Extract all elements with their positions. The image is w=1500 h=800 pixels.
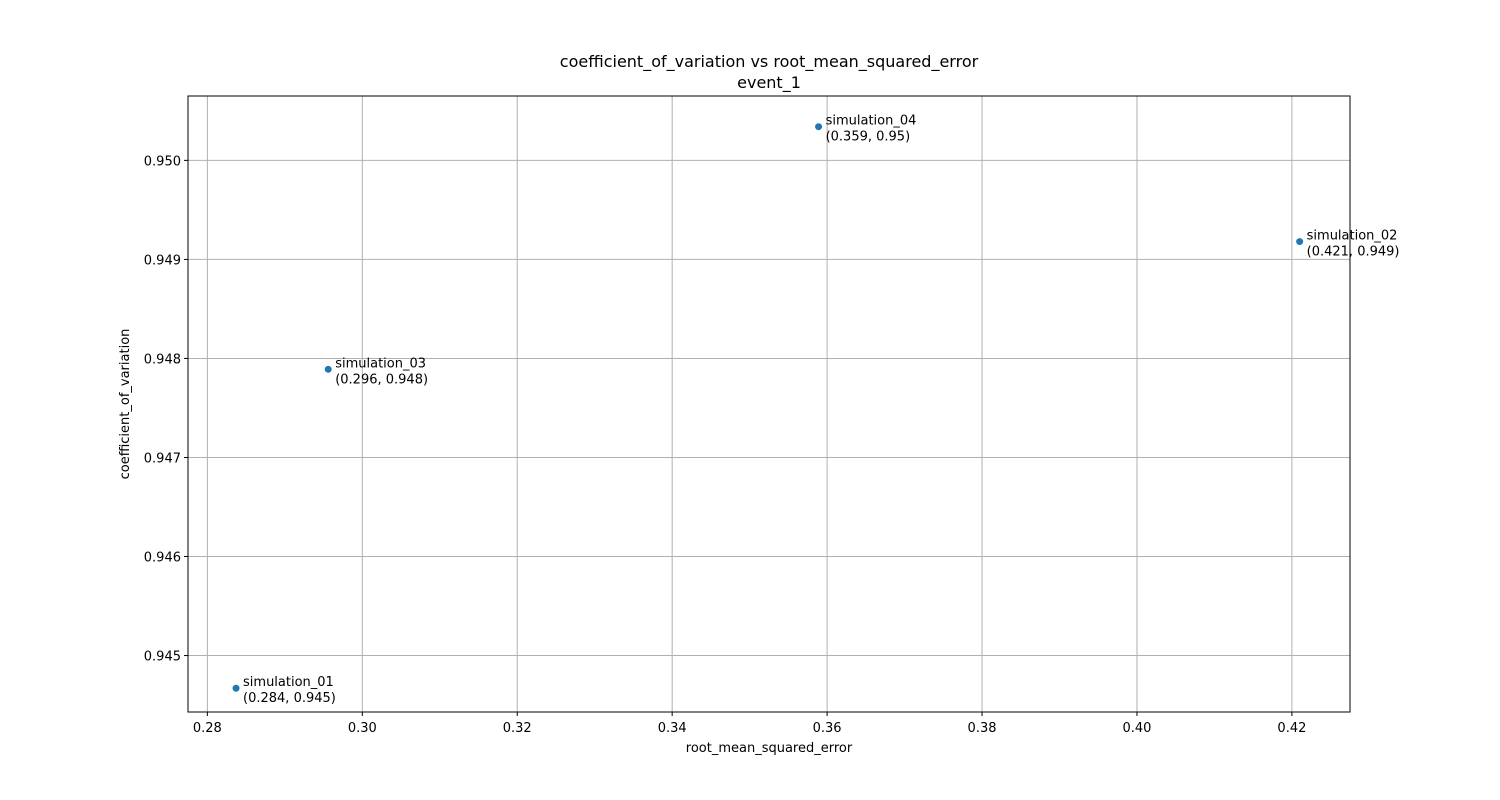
y-tick-label: 0.950 — [144, 154, 181, 169]
x-tick-label: 0.30 — [348, 721, 377, 736]
x-tick-label: 0.38 — [968, 721, 997, 736]
y-tick-label: 0.949 — [144, 253, 181, 268]
data-point — [815, 123, 823, 131]
data-point — [1296, 238, 1304, 246]
x-tick-label: 0.36 — [813, 721, 842, 736]
chart-title: coefficient_of_variation vs root_mean_sq… — [560, 52, 979, 72]
chart-subtitle: event_1 — [737, 73, 801, 93]
y-tick-label: 0.945 — [144, 650, 181, 665]
grid-layer — [188, 96, 1350, 712]
point-coord-label: (0.284, 0.945) — [243, 691, 336, 706]
y-tick-label: 0.946 — [144, 551, 181, 566]
data-point — [232, 684, 240, 692]
plot-frame — [187, 95, 1351, 713]
point-layer: simulation_01(0.284, 0.945) simulation_03… — [232, 114, 1400, 706]
x-tick-label: 0.32 — [503, 721, 532, 736]
x-tick-label: 0.28 — [193, 721, 222, 736]
x-tick-label: 0.42 — [1277, 721, 1306, 736]
point-name-label: simulation_03 — [335, 356, 426, 371]
data-point — [324, 365, 332, 373]
point-coord-label: (0.359, 0.95) — [826, 130, 911, 145]
y-tick-label: 0.947 — [144, 451, 181, 466]
x-axis-label: root_mean_squared_error — [686, 741, 853, 756]
point-coord-label: (0.296, 0.948) — [335, 372, 428, 387]
y-tick-label: 0.948 — [144, 352, 181, 367]
x-tick-label: 0.34 — [658, 721, 687, 736]
x-tick-label: 0.40 — [1122, 721, 1151, 736]
tick-layer: 0.28 0.30 0.32 0.34 0.36 0.38 0.40 0.42 0.945 0.9… — [144, 154, 1307, 736]
y-axis-label: coefficient_of_variation — [118, 329, 133, 480]
point-name-label: simulation_02 — [1307, 229, 1398, 244]
point-coord-label: (0.421, 0.949) — [1307, 245, 1400, 260]
point-name-label: simulation_01 — [243, 675, 334, 690]
point-name-label: simulation_04 — [826, 114, 917, 129]
